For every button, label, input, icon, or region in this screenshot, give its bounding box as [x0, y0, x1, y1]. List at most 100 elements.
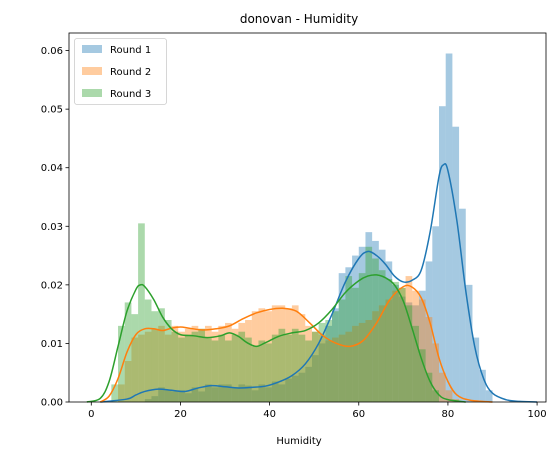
series-1-bar-10	[211, 387, 219, 402]
series-3-bar-46	[418, 349, 426, 402]
series-3-bar-44	[405, 305, 413, 402]
series-2-bar-38	[372, 311, 379, 402]
y-tick-label-0: 0.00	[41, 398, 63, 409]
series-1-bar-36	[385, 261, 393, 402]
series-3-bar-24	[271, 334, 279, 402]
series-1-bar-26	[318, 343, 326, 402]
y-tick-label-4: 0.04	[41, 163, 63, 174]
series-3-bar-23	[265, 343, 272, 402]
series-3-bar-7	[158, 308, 165, 402]
legend-label-1: Round 1	[110, 45, 151, 56]
series-2-bar-23	[271, 305, 279, 402]
series-3-bar-32	[325, 320, 333, 402]
series-3-bar-40	[378, 270, 386, 402]
series-3-bar-38	[365, 246, 373, 402]
series-3-bar-43	[398, 287, 406, 402]
legend-swatch-2	[82, 67, 102, 75]
series-1-bar-7	[191, 387, 199, 402]
series-1-bar-1	[151, 396, 159, 402]
series-1-bar-21	[285, 378, 292, 402]
series-1-bar-50	[479, 369, 486, 402]
series-1-bar-48	[465, 284, 473, 402]
series-1-bars	[144, 53, 493, 403]
series-1-bar-5	[178, 390, 185, 402]
series-2-bar-9	[178, 331, 185, 402]
series-3-bar-0	[111, 384, 119, 402]
series-3-kde-line	[86, 274, 466, 403]
series-3-bar-19	[238, 331, 246, 402]
series-2-bar-35	[352, 325, 359, 402]
series-1-bar-38	[398, 296, 406, 402]
legend-swatch-1	[82, 45, 102, 53]
x-tick-label-80: 80	[442, 409, 455, 420]
series-2-bar-30	[318, 334, 326, 402]
y-tick-label-1: 0.01	[41, 339, 63, 350]
series-3-bar-21	[251, 346, 259, 402]
series-1-bar-19	[271, 381, 279, 402]
series-1-bar-25	[311, 355, 319, 402]
series-2-bar-20	[251, 311, 259, 402]
series-2-bar-4	[144, 331, 152, 402]
series-2-bar-16	[225, 322, 232, 402]
series-3-bar-2	[124, 302, 132, 402]
series-3-bar-9	[171, 331, 179, 402]
series-2-kde-line	[99, 284, 493, 403]
series-1-bar-30	[345, 267, 353, 402]
series-3-bar-4	[138, 223, 145, 402]
series-2-bar-25	[285, 308, 292, 402]
series-1-bar-45	[445, 53, 453, 402]
series-2-bar-45	[418, 299, 426, 402]
series-1-bar-49	[472, 337, 480, 402]
series-1-bar-18	[265, 387, 272, 402]
series-3-bar-39	[372, 258, 379, 402]
series-1-bar-12	[225, 384, 232, 402]
series-1-bar-46	[452, 126, 460, 403]
series-2-bar-26	[291, 305, 299, 402]
series-2-bar-11	[191, 325, 199, 402]
series-3-bar-48	[432, 390, 440, 402]
series-1-bar-37	[392, 284, 399, 402]
series-3-bar-5	[144, 299, 152, 402]
series-2-bar-37	[365, 320, 373, 402]
series-1-bar-17	[258, 384, 266, 402]
x-tick-label-40: 40	[263, 409, 276, 420]
series-3-bar-47	[425, 372, 433, 402]
series-3-bar-8	[164, 320, 172, 402]
series-3-bar-37	[358, 273, 366, 402]
series-2-bar-21	[258, 308, 266, 402]
y-tick-label-6: 0.06	[41, 46, 63, 57]
series-2-bar-5	[151, 328, 159, 402]
series-1-bar-27	[325, 325, 333, 402]
series-2-bar-10	[184, 328, 192, 402]
series-3-bar-22	[258, 340, 266, 402]
series-3-bar-25	[278, 328, 286, 402]
series-1-bar-32	[358, 246, 366, 402]
series-2-bar-18	[238, 322, 246, 402]
x-tick-label-0: 0	[88, 409, 94, 420]
series-1-bar-2	[158, 387, 165, 402]
axes-layer: 0 20 40 60 80 100 0.00 0.01 0.02 0.03 0.04 0.05 0.06	[41, 32, 547, 420]
series-2-bar-49	[445, 390, 453, 402]
series-3-bar-10	[178, 337, 185, 402]
series-3-bar-31	[318, 322, 326, 402]
series-1-bar-0	[144, 399, 152, 402]
series-1-bar-8	[198, 391, 205, 402]
series-1-bar-6	[184, 393, 192, 402]
series-2-bar-31	[325, 340, 333, 402]
series-2-bar-13	[204, 325, 212, 402]
series-1-bar-22	[291, 375, 299, 402]
series-1-bar-3	[164, 390, 172, 402]
series-3-bar-6	[151, 311, 159, 402]
series-2-bar-24	[278, 305, 286, 402]
series-1-bar-33	[365, 232, 373, 402]
series-3-bar-33	[332, 311, 339, 402]
series-3-bar-12	[191, 331, 199, 402]
series-3-bar-30	[311, 331, 319, 402]
legend-label-3: Round 3	[110, 89, 151, 100]
series-2-bar-12	[198, 328, 205, 402]
series-2-bar-22	[265, 311, 272, 402]
series-2-bar-32	[332, 337, 339, 402]
series-1-bar-31	[352, 255, 359, 402]
series-1-bar-40	[412, 305, 419, 402]
